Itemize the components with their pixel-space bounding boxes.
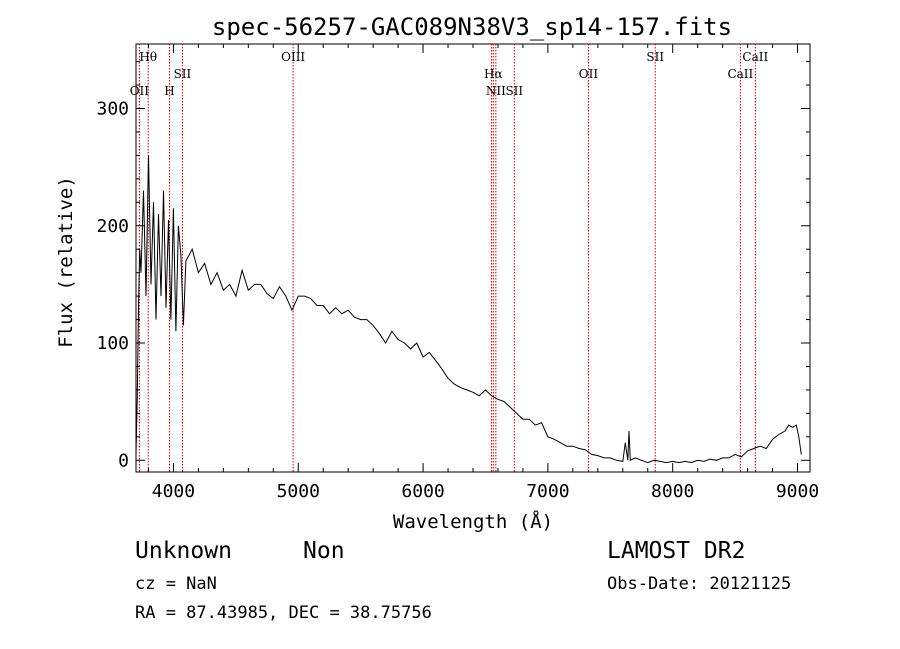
- x-tick-label: 7000: [526, 481, 569, 502]
- x-tick-label: 8000: [651, 481, 694, 502]
- y-tick-label: 300: [96, 98, 129, 119]
- y-tick-label: 200: [96, 216, 129, 237]
- x-axis-label: Wavelength (Å): [393, 510, 553, 533]
- line-label: SII: [174, 67, 192, 81]
- line-label: SII: [646, 50, 664, 64]
- x-tick-label: 6000: [401, 481, 444, 502]
- emission-line-markers: [138, 44, 756, 472]
- y-tick-labels: 0 100 200 300: [96, 98, 129, 471]
- line-label: NII: [486, 84, 506, 98]
- redshift-cz: cz = NaN: [135, 574, 217, 594]
- x-tick-labels: 4000 5000 6000 7000 8000 9000: [152, 481, 819, 502]
- axis-ticks: [136, 44, 810, 472]
- x-tick-label: 5000: [277, 481, 320, 502]
- x-tick-label: 4000: [152, 481, 195, 502]
- line-label: H: [164, 84, 174, 98]
- object-class: Unknown: [135, 538, 232, 564]
- line-label: OIII: [281, 50, 305, 64]
- line-label: Hθ: [139, 50, 157, 64]
- line-label: CaII: [742, 50, 768, 64]
- x-tick-label: 9000: [776, 481, 819, 502]
- spectrum-line: [135, 155, 802, 464]
- survey-name: LAMOST DR2: [607, 538, 746, 564]
- y-axis-label: Flux (relative): [55, 176, 77, 348]
- line-label: CaII: [727, 67, 753, 81]
- y-tick-label: 0: [118, 450, 129, 471]
- line-label: SII: [505, 84, 523, 98]
- object-subclass: Non: [303, 538, 345, 564]
- y-tick-label: 100: [96, 333, 129, 354]
- sky-coordinates: RA = 87.43985, DEC = 38.75756: [135, 603, 432, 623]
- line-label: OII: [130, 84, 150, 98]
- line-label: Hα: [484, 67, 503, 81]
- line-label: OII: [579, 67, 599, 81]
- plot-frame: [135, 43, 811, 473]
- observation-date: Obs-Date: 20121125: [607, 574, 792, 594]
- chart-title: spec-56257-GAC089N38V3_sp14-157.fits: [212, 13, 732, 41]
